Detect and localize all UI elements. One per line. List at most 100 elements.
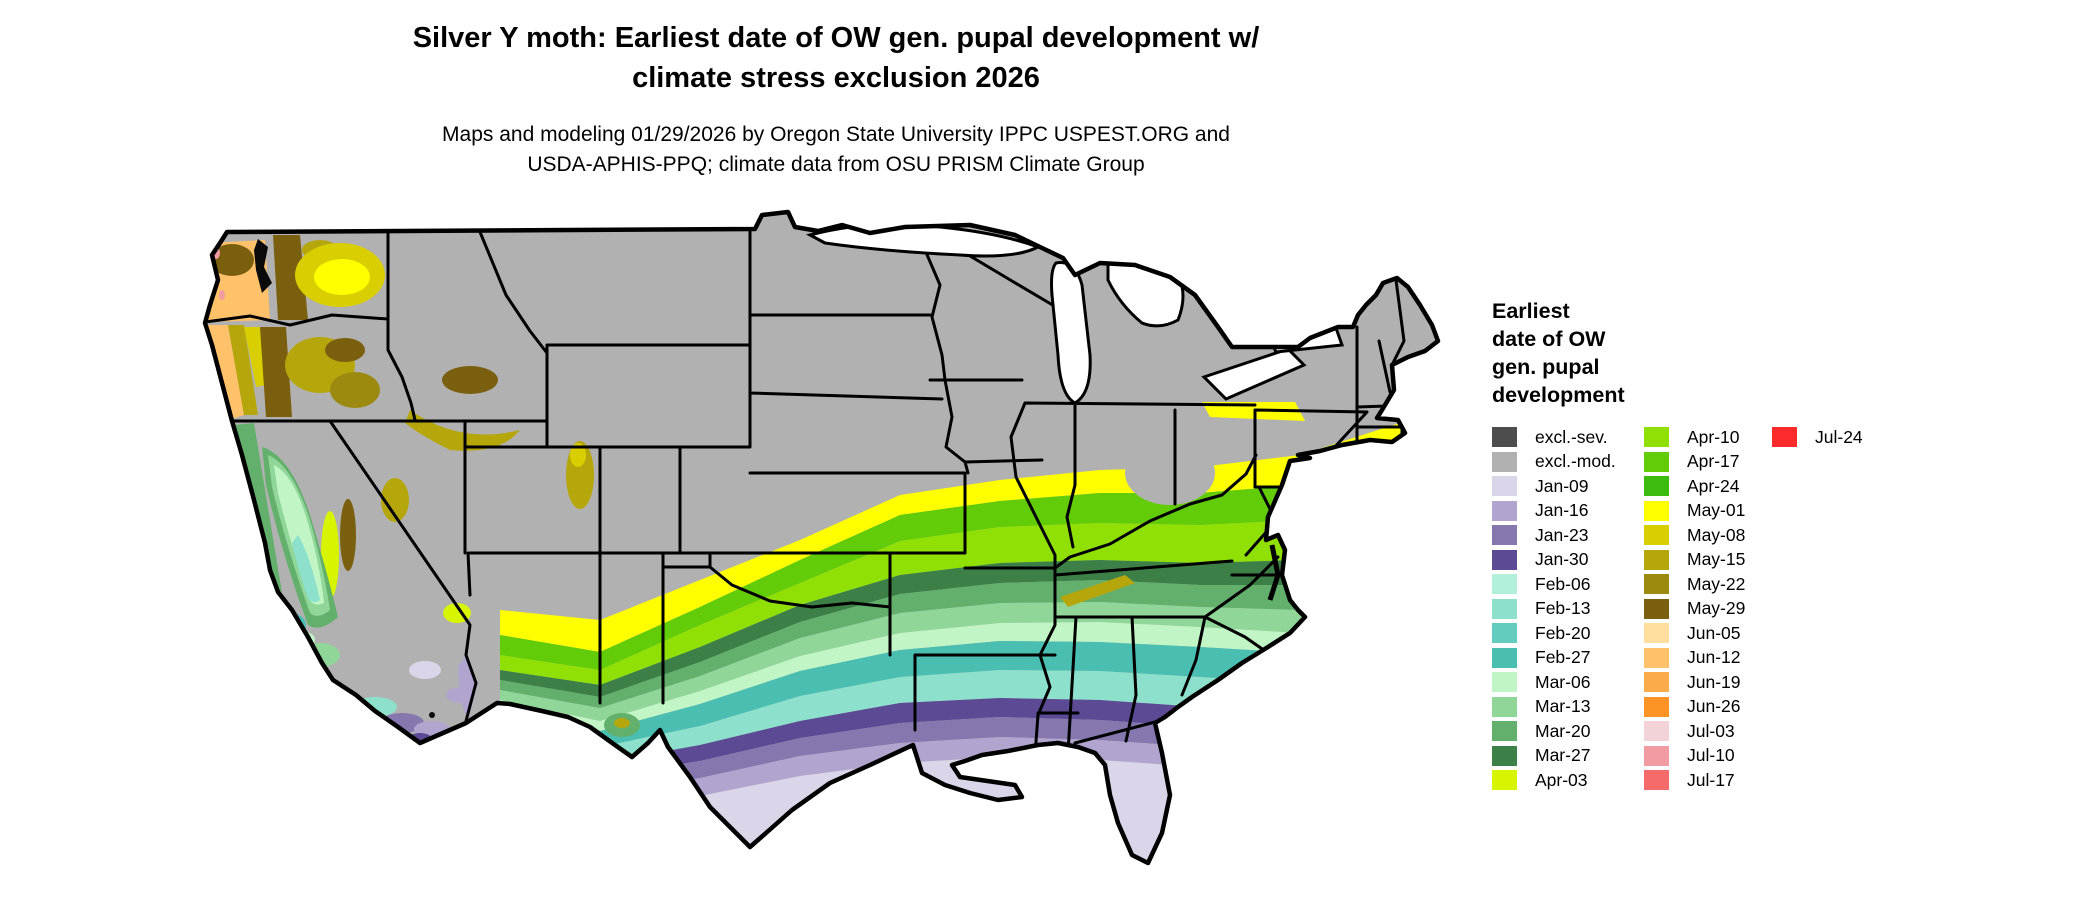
legend-row: Feb-13: [1492, 597, 1616, 622]
legend-swatch: [1492, 721, 1517, 742]
map-band-mar20: [500, 565, 1438, 708]
map-patch-mojave-lavender: [409, 661, 441, 679]
map-patch-valley-south-aqua: [292, 535, 320, 603]
legend-swatch: [1644, 721, 1669, 742]
legend-row: Jan-16: [1492, 499, 1616, 524]
map-patch-east-oregon: [330, 372, 380, 408]
map-patch-wa-cascades: [273, 235, 308, 320]
map-patch-smokies-olive: [1060, 575, 1135, 607]
legend-swatch: [1492, 451, 1517, 472]
page-subtitle: Maps and modeling 01/29/2026 by Oregon S…: [0, 120, 1672, 180]
map-patch-olympics: [210, 244, 254, 276]
legend-swatch: [1644, 696, 1669, 717]
map-band-jan09: [500, 747, 1438, 863]
legend-row: Jun-19: [1644, 670, 1745, 695]
us-map: [170, 155, 1450, 895]
legend-row: Feb-20: [1492, 621, 1616, 646]
map-band-mar13: [500, 595, 1438, 721]
legend-swatch: [1644, 525, 1669, 546]
legend-row: Jul-03: [1644, 719, 1745, 744]
legend-row: May-22: [1644, 572, 1745, 597]
subtitle-line-1: Maps and modeling 01/29/2026 by Oregon S…: [442, 123, 1230, 146]
legend-swatch: [1644, 647, 1669, 668]
legend-row: Apr-24: [1644, 474, 1745, 499]
subtitle-line-2: USDA-APHIS-PPQ; climate data from OSU PR…: [527, 153, 1145, 176]
legend-swatch: [1492, 598, 1517, 619]
legend-row: Jun-26: [1644, 695, 1745, 720]
map-patch-or-coast-salmon: [206, 325, 244, 419]
legend-swatch: [1644, 476, 1669, 497]
map-band-feb27: [500, 641, 1438, 747]
legend-swatch: [1644, 427, 1669, 448]
legend-swatch: [1644, 451, 1669, 472]
legend-row: Jun-05: [1644, 621, 1745, 646]
map-patch-davis-core: [614, 718, 630, 728]
legend-row: Jan-09: [1492, 474, 1616, 499]
map-patch-snake-plain: [405, 410, 520, 451]
legend-swatch: [1644, 574, 1669, 595]
legend-row: Jan-30: [1492, 548, 1616, 573]
page-title: Silver Y moth: Earliest date of OW gen. …: [0, 18, 1672, 98]
legend-row: May-01: [1644, 499, 1745, 524]
legend-row: Jun-12: [1644, 646, 1745, 671]
map-patch-willamette: [244, 327, 266, 387]
legend-swatch: [1492, 623, 1517, 644]
legend-column-3: Jul-24: [1772, 425, 1863, 450]
map-patch-sierra-crest: [340, 499, 356, 571]
map-patch-appalachia-gray: [1125, 441, 1215, 505]
legend-row: May-08: [1644, 523, 1745, 548]
legend-row: May-29: [1644, 597, 1745, 622]
legend-swatch: [1492, 745, 1517, 766]
legend-swatch: [1492, 672, 1517, 693]
conus-outline: [202, 209, 1441, 866]
legend-swatch: [1492, 500, 1517, 521]
map-patch-or-cascades: [260, 327, 292, 417]
us-map-svg: [202, 209, 1441, 866]
map-water-puget-sound: [254, 239, 272, 293]
legend-row: Apr-10: [1644, 425, 1745, 450]
legend-swatch: [1492, 770, 1517, 791]
legend-row: Jul-10: [1644, 744, 1745, 769]
map-water-salton-sea: [429, 712, 435, 718]
map-patch-columbia-basin-core: [314, 259, 370, 295]
legend-row: Apr-03: [1492, 768, 1616, 793]
map-patch-or-coast-range: [228, 325, 258, 415]
legend-swatch: [1644, 745, 1669, 766]
legend-row: Mar-13: [1492, 695, 1616, 720]
legend-swatch: [1492, 525, 1517, 546]
legend-swatch: [1644, 770, 1669, 791]
legend-row: Mar-20: [1492, 719, 1616, 744]
legend-swatch: [1644, 623, 1669, 644]
legend-column-2: Apr-10 Apr-17 Apr-24 May-01 May-08 May-1…: [1644, 425, 1745, 793]
legend-swatch: [1492, 427, 1517, 448]
map-patch-wa-coast-pink3: [219, 290, 225, 300]
legend-row: excl.-mod.: [1492, 450, 1616, 475]
legend-swatch: [1644, 598, 1669, 619]
title-line-1: Silver Y moth: Earliest date of OW gen. …: [412, 22, 1260, 54]
legend-row: Feb-27: [1492, 646, 1616, 671]
legend-swatch: [1492, 476, 1517, 497]
legend-row: excl.-sev.: [1492, 425, 1616, 450]
map-patch-ozarks-gray: [777, 465, 853, 515]
legend-swatch: [1492, 549, 1517, 570]
legend-title: Earliest date of OW gen. pupal developme…: [1492, 299, 1625, 407]
legend-swatch: [1492, 696, 1517, 717]
legend-row: Feb-06: [1492, 572, 1616, 597]
legend-swatch: [1644, 549, 1669, 570]
title-line-2: climate stress exclusion 2026: [632, 62, 1040, 94]
legend-row: Apr-17: [1644, 450, 1745, 475]
legend-swatch: [1492, 574, 1517, 595]
legend-swatch: [1492, 647, 1517, 668]
map-water-delaware-bay: [1286, 539, 1294, 568]
legend-row: Mar-06: [1492, 670, 1616, 695]
legend-row: Jan-23: [1492, 523, 1616, 548]
legend-swatch: [1644, 672, 1669, 693]
map-patch-wasatch-core: [570, 443, 586, 467]
map-band-apr17: [500, 445, 1438, 670]
legend-column-1: excl.-sev. excl.-mod. Jan-09 Jan-16 Jan-…: [1492, 425, 1616, 793]
map-band-apr10: [500, 486, 1438, 685]
legend-row: Jul-17: [1644, 768, 1745, 793]
map-patch-central-idaho: [442, 366, 498, 394]
map-patch-nevada-range: [381, 478, 409, 522]
map-band-mar27: [500, 535, 1438, 697]
